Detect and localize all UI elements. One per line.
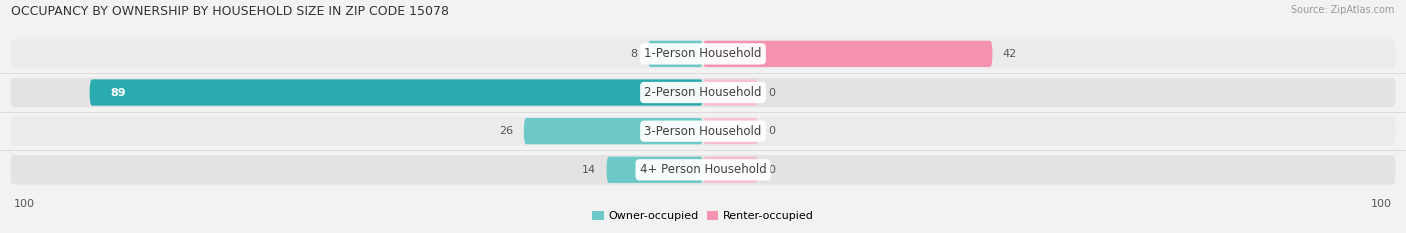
- Text: 0: 0: [769, 88, 776, 98]
- Legend: Owner-occupied, Renter-occupied: Owner-occupied, Renter-occupied: [588, 207, 818, 226]
- FancyBboxPatch shape: [90, 79, 703, 106]
- FancyBboxPatch shape: [10, 78, 1396, 107]
- Text: 2-Person Household: 2-Person Household: [644, 86, 762, 99]
- Text: 42: 42: [1002, 49, 1017, 59]
- Text: 0: 0: [769, 165, 776, 175]
- Text: 100: 100: [14, 199, 35, 209]
- FancyBboxPatch shape: [703, 118, 758, 144]
- FancyBboxPatch shape: [10, 116, 1396, 146]
- Text: OCCUPANCY BY OWNERSHIP BY HOUSEHOLD SIZE IN ZIP CODE 15078: OCCUPANCY BY OWNERSHIP BY HOUSEHOLD SIZE…: [11, 5, 450, 18]
- FancyBboxPatch shape: [703, 41, 993, 67]
- FancyBboxPatch shape: [10, 155, 1396, 185]
- FancyBboxPatch shape: [703, 157, 758, 183]
- Text: 89: 89: [110, 88, 127, 98]
- FancyBboxPatch shape: [703, 79, 758, 106]
- FancyBboxPatch shape: [524, 118, 703, 144]
- Text: 26: 26: [499, 126, 513, 136]
- FancyBboxPatch shape: [10, 39, 1396, 69]
- Text: 14: 14: [582, 165, 596, 175]
- Text: 1-Person Household: 1-Person Household: [644, 47, 762, 60]
- FancyBboxPatch shape: [648, 41, 703, 67]
- Text: 100: 100: [1371, 199, 1392, 209]
- Text: 0: 0: [769, 126, 776, 136]
- FancyBboxPatch shape: [606, 157, 703, 183]
- Text: 3-Person Household: 3-Person Household: [644, 125, 762, 138]
- Text: 4+ Person Household: 4+ Person Household: [640, 163, 766, 176]
- Text: 8: 8: [630, 49, 637, 59]
- Text: Source: ZipAtlas.com: Source: ZipAtlas.com: [1291, 5, 1395, 15]
